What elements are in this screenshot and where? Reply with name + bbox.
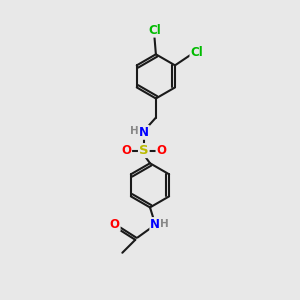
Text: Cl: Cl [190, 46, 203, 59]
Text: H: H [130, 126, 139, 136]
Text: N: N [150, 218, 160, 231]
Text: H: H [160, 220, 169, 230]
Text: O: O [157, 144, 166, 157]
Text: O: O [110, 218, 120, 231]
Text: Cl: Cl [148, 24, 161, 37]
Text: N: N [139, 126, 149, 139]
Text: S: S [139, 144, 148, 157]
Text: O: O [121, 144, 131, 157]
